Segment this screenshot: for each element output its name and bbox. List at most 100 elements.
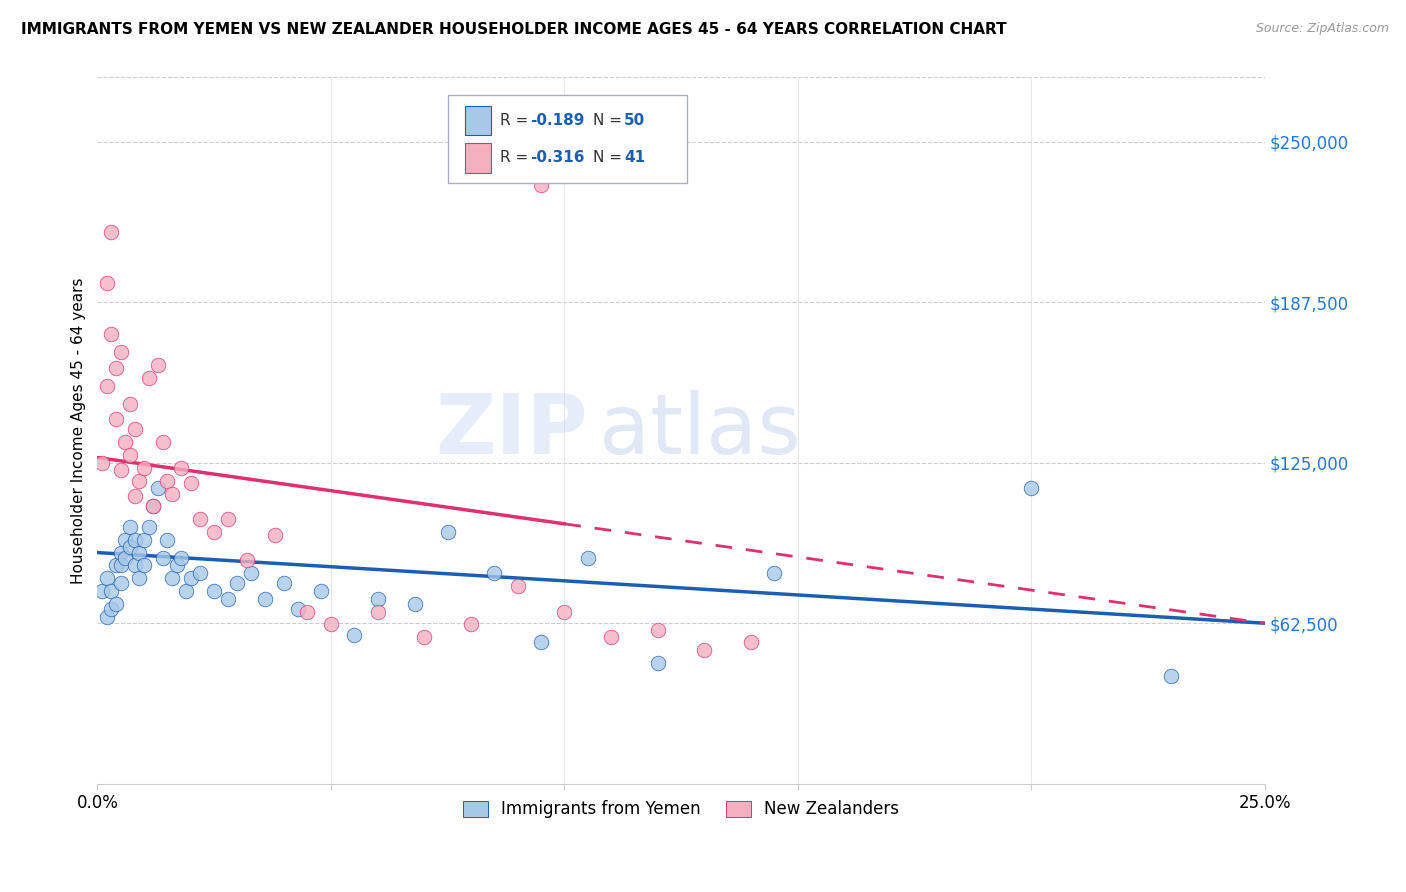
Point <box>110 545 132 559</box>
Point <box>114 435 136 450</box>
Point <box>170 550 193 565</box>
Point <box>124 422 146 436</box>
Point <box>105 360 128 375</box>
Point <box>273 576 295 591</box>
Point <box>404 597 426 611</box>
Point <box>110 345 132 359</box>
Point <box>202 524 225 539</box>
Text: IMMIGRANTS FROM YEMEN VS NEW ZEALANDER HOUSEHOLDER INCOME AGES 45 - 64 YEARS COR: IMMIGRANTS FROM YEMEN VS NEW ZEALANDER H… <box>21 22 1007 37</box>
Point <box>226 576 249 591</box>
Point <box>152 550 174 565</box>
Point <box>118 541 141 555</box>
Point <box>188 512 211 526</box>
Point <box>319 617 342 632</box>
Point <box>287 602 309 616</box>
Point <box>142 500 165 514</box>
Bar <box>465 143 491 173</box>
Point <box>138 520 160 534</box>
Point <box>647 623 669 637</box>
Point <box>132 460 155 475</box>
Point <box>152 435 174 450</box>
Text: N =: N = <box>593 113 627 128</box>
FancyBboxPatch shape <box>447 95 688 184</box>
Point <box>118 396 141 410</box>
Point <box>254 591 277 606</box>
Text: R =: R = <box>501 113 533 128</box>
Point <box>763 566 786 581</box>
Point <box>110 558 132 573</box>
Text: -0.189: -0.189 <box>530 113 585 128</box>
Point <box>124 533 146 547</box>
Point <box>128 545 150 559</box>
Point <box>118 448 141 462</box>
Point <box>124 558 146 573</box>
Point <box>146 358 169 372</box>
Point <box>530 178 553 193</box>
Point <box>236 553 259 567</box>
Point <box>1019 482 1042 496</box>
Text: R =: R = <box>501 151 533 165</box>
Point <box>170 460 193 475</box>
Point <box>156 533 179 547</box>
Point <box>114 533 136 547</box>
Point <box>367 591 389 606</box>
Point <box>576 550 599 565</box>
Point <box>413 631 436 645</box>
Point <box>202 584 225 599</box>
Point <box>436 524 458 539</box>
Text: -0.316: -0.316 <box>530 151 585 165</box>
Point <box>100 225 122 239</box>
Point <box>132 558 155 573</box>
Point <box>180 476 202 491</box>
Text: ZIP: ZIP <box>434 390 588 471</box>
Point <box>124 489 146 503</box>
Point <box>114 550 136 565</box>
Point <box>110 576 132 591</box>
Point <box>132 533 155 547</box>
Point <box>311 584 333 599</box>
Point <box>367 605 389 619</box>
Point <box>263 527 285 541</box>
Point <box>100 602 122 616</box>
Point <box>146 482 169 496</box>
Text: N =: N = <box>593 151 627 165</box>
Point <box>128 571 150 585</box>
Point <box>91 456 114 470</box>
Point <box>142 500 165 514</box>
Point <box>1160 669 1182 683</box>
Point <box>105 597 128 611</box>
Point <box>96 276 118 290</box>
Point <box>693 643 716 657</box>
Point <box>740 635 762 649</box>
Point <box>600 631 623 645</box>
Point <box>460 617 482 632</box>
Text: 41: 41 <box>624 151 645 165</box>
Text: Source: ZipAtlas.com: Source: ZipAtlas.com <box>1256 22 1389 36</box>
Legend: Immigrants from Yemen, New Zealanders: Immigrants from Yemen, New Zealanders <box>456 794 905 825</box>
Point <box>217 512 239 526</box>
Text: 50: 50 <box>624 113 645 128</box>
Point <box>160 486 183 500</box>
Point <box>343 628 366 642</box>
Point <box>647 656 669 670</box>
Point <box>105 412 128 426</box>
Point <box>166 558 188 573</box>
Y-axis label: Householder Income Ages 45 - 64 years: Householder Income Ages 45 - 64 years <box>72 277 86 584</box>
Point <box>96 571 118 585</box>
Point <box>506 579 529 593</box>
Point <box>100 327 122 342</box>
Point <box>105 558 128 573</box>
Text: atlas: atlas <box>599 390 801 471</box>
Point <box>118 520 141 534</box>
Point <box>96 609 118 624</box>
Point <box>128 474 150 488</box>
Bar <box>465 106 491 136</box>
Point <box>138 371 160 385</box>
Point <box>553 605 575 619</box>
Point <box>100 584 122 599</box>
Point <box>484 566 506 581</box>
Point <box>156 474 179 488</box>
Point <box>174 584 197 599</box>
Point <box>160 571 183 585</box>
Point <box>297 605 319 619</box>
